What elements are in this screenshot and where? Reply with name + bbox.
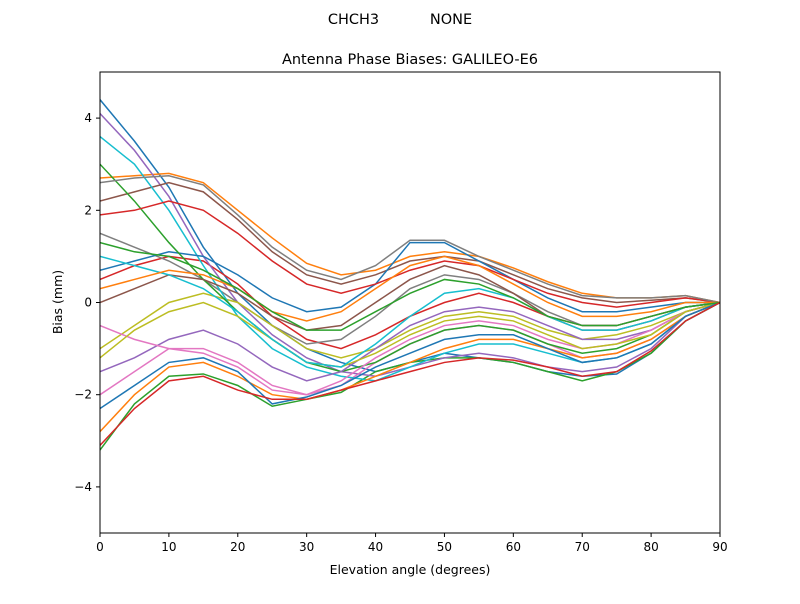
chart-suptitle: CHCH3 NONE bbox=[328, 12, 472, 28]
y-tick-label: 0 bbox=[84, 296, 92, 310]
series-line-s12 bbox=[100, 301, 720, 433]
chart-title: Antenna Phase Biases: GALILEO-E6 bbox=[282, 52, 538, 68]
series-line-s22 bbox=[100, 255, 720, 322]
series-line-s3 bbox=[100, 301, 720, 451]
y-tick-label: −4 bbox=[74, 480, 92, 494]
x-tick-label: 50 bbox=[437, 540, 452, 554]
series-line-s14 bbox=[100, 200, 720, 308]
x-tick-label: 80 bbox=[643, 540, 658, 554]
y-tick-label: 4 bbox=[84, 111, 92, 125]
y-axis-label: Bias (mm) bbox=[50, 270, 65, 334]
series-line-s24 bbox=[100, 301, 720, 446]
series-line-s19 bbox=[100, 301, 720, 368]
series-line-s20 bbox=[100, 255, 720, 368]
series-line-s23 bbox=[100, 241, 720, 331]
x-tick-label: 40 bbox=[368, 540, 383, 554]
x-tick-label: 20 bbox=[230, 540, 245, 554]
x-tick-label: 10 bbox=[161, 540, 176, 554]
y-tick-label: 2 bbox=[84, 203, 92, 217]
x-tick-label: 70 bbox=[575, 540, 590, 554]
x-tick-label: 90 bbox=[712, 540, 727, 554]
x-tick-label: 30 bbox=[299, 540, 314, 554]
y-tick-label: −2 bbox=[74, 388, 92, 402]
x-tick-label: 0 bbox=[96, 540, 104, 554]
series-line-s15 bbox=[100, 301, 720, 382]
series-line-s9 bbox=[100, 292, 720, 359]
series-line-s6 bbox=[100, 181, 720, 304]
series-line-s18 bbox=[100, 174, 720, 304]
series-line-s21 bbox=[100, 301, 720, 410]
series-line-s11 bbox=[100, 241, 720, 313]
x-axis-label: Elevation angle (degrees) bbox=[330, 562, 491, 577]
x-tick-label: 60 bbox=[506, 540, 521, 554]
